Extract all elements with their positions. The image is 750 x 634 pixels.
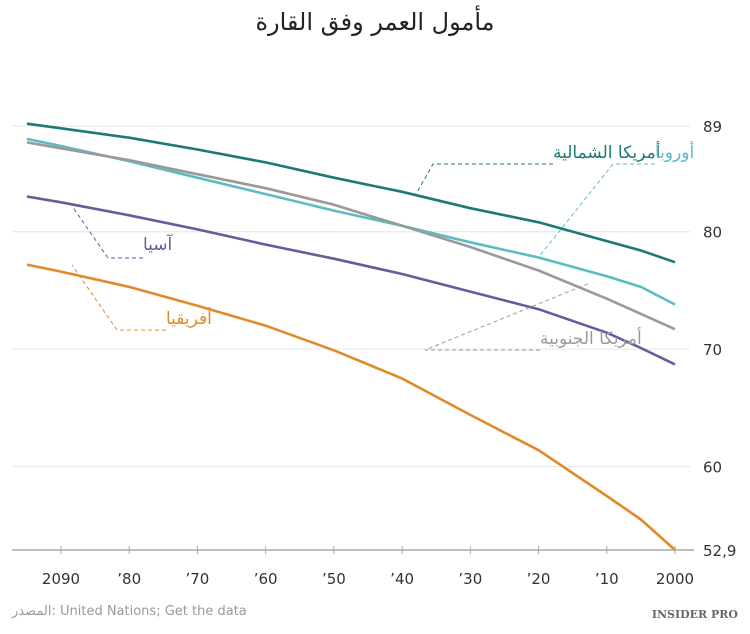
label-leader-line (424, 282, 591, 351)
label-leader-line (414, 163, 553, 197)
series-label: أفريقيا (166, 307, 212, 329)
series-label: آسيا (143, 233, 174, 255)
x-tick-label: ’40 (390, 570, 414, 588)
x-tick-label: 2000 (656, 570, 694, 588)
x-tick-label: ’50 (322, 570, 346, 588)
label-leader-line (71, 264, 166, 331)
chart-title: مأمول العمر وفق القارة (255, 8, 495, 36)
x-tick-label: 2090 (42, 570, 80, 588)
y-tick-label: 60 (703, 459, 722, 477)
series-label: أمريكا الشمالية (553, 141, 660, 163)
x-tick-label: ’30 (458, 570, 482, 588)
brand-logo: INSIDER PRO (651, 608, 738, 621)
y-tick-label: 52,9 (703, 542, 736, 560)
series-label: أمريكا الجنوبية (540, 327, 642, 349)
series-line-2 (26, 141, 676, 331)
source-note: المصدر: United Nations; Get the data (12, 604, 247, 619)
x-tick-label: ’20 (527, 570, 551, 588)
label-leader-line (71, 205, 143, 259)
series-label: أوروبا (655, 141, 694, 163)
series-line-3 (26, 195, 676, 366)
x-tick-label: ’70 (186, 570, 210, 588)
x-tick-label: ’10 (595, 570, 619, 588)
y-tick-label: 89 (703, 118, 722, 136)
x-tick-label: ’80 (117, 570, 141, 588)
series-line-4 (26, 263, 676, 551)
y-tick-label: 80 (703, 224, 722, 242)
series-line-0 (26, 122, 676, 264)
series-line-1 (26, 137, 676, 306)
y-tick-label: 70 (703, 341, 722, 359)
x-tick-label: ’60 (254, 570, 278, 588)
label-leader-line (537, 163, 655, 259)
